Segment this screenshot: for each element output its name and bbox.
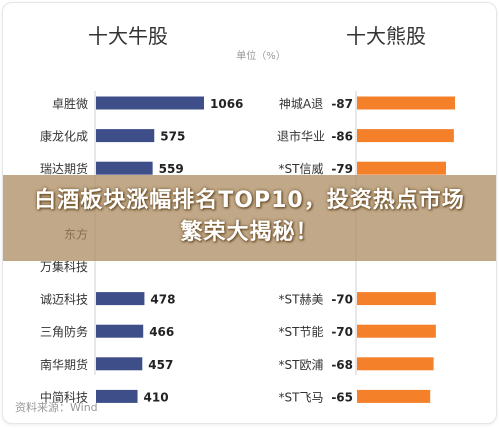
bear-category-label: 神城A退 [279,97,323,111]
bull-category-label: 南华期货 [40,357,88,372]
headline-banner: 白酒板块涨幅排名TOP10，投资热点市场繁荣大揭秘！ [3,175,496,261]
bull-category-label: 瑞达期货 [40,161,88,176]
unit-label: 单位（%） [236,49,286,62]
bear-value-label: -87 [331,97,353,111]
bear-category-label: *ST飞马 [279,390,324,404]
bull-category-label: 卓胜微 [52,96,88,111]
source-label: 资料来源：Wind [15,400,98,414]
bear-bar [357,96,455,110]
bear-value-label: -79 [331,162,353,176]
bull-value-label: 457 [148,358,173,372]
bear-value-label: -70 [331,293,353,307]
bull-category-label: 康龙化成 [40,129,88,144]
chart-canvas: 十大牛股十大熊股单位（%）卓胜微1066康龙化成575瑞达期货559福东方万集科… [15,24,455,414]
bull-value-label: 1066 [210,97,243,111]
bull-value-label: 559 [159,162,184,176]
bear-value-label: -86 [331,130,353,144]
bear-category-label: *ST赫美 [279,293,324,307]
headline-text: 白酒板块涨幅排名TOP10，投资热点市场繁荣大揭秘！ [34,188,465,245]
bull-bar [96,292,145,306]
chart-card: 十大牛股十大熊股单位（%）卓胜微1066康龙化成575瑞达期货559福东方万集科… [2,2,497,424]
bear-category-label: 退市华业 [277,129,325,144]
bear-bar [357,292,436,306]
bear-bar [357,324,436,338]
bear-bar [357,129,454,143]
bull-value-label: 478 [150,293,175,307]
bear-bar [357,389,431,403]
bull-value-label: 466 [149,325,174,339]
bull-bar [96,96,204,110]
bear-value-label: -65 [331,390,353,404]
bull-bar [96,324,144,338]
bull-bar [96,357,143,371]
bull-value-label: 410 [144,390,169,404]
bull-category-label: 中简科技 [40,389,88,404]
bear-bar [357,357,434,371]
bear-chart-title: 十大熊股 [346,24,426,48]
bull-chart-title: 十大牛股 [88,24,168,48]
bull-category-label: 三角防务 [40,324,88,339]
bear-category-label: *ST信威 [279,162,324,176]
bull-category-label: 诚迈科技 [40,293,88,307]
bull-value-label: 575 [160,130,185,144]
bull-bar [96,389,138,403]
bear-category-label: *ST节能 [279,325,324,339]
bear-bar [357,161,446,175]
bear-category-label: *ST欧浦 [279,358,324,372]
bear-value-label: -70 [331,325,353,339]
bull-category-label: 万集科技 [40,259,88,274]
bull-bar [96,161,153,175]
bull-bar [96,129,155,143]
bear-value-label: -68 [331,358,353,372]
